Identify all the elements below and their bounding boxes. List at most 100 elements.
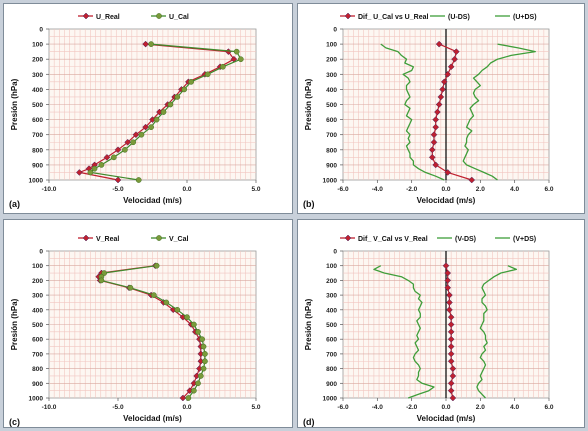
y-tick-label: 300	[32, 72, 43, 79]
y-tick-label: 500	[32, 322, 43, 329]
y-tick-label: 0	[333, 27, 337, 34]
data-point	[444, 70, 452, 78]
data-point	[148, 41, 154, 47]
data-point	[220, 63, 226, 70]
data-point	[435, 101, 443, 108]
y-tick-label: 600	[32, 337, 43, 344]
data-point	[174, 306, 181, 313]
x-tick-label: 6.0	[544, 186, 553, 193]
x-tick-label: 4.0	[510, 404, 519, 411]
y-tick-label: 100	[32, 263, 43, 270]
data-point	[344, 234, 352, 242]
y-tick-label: 400	[326, 307, 337, 314]
y-tick-label: 300	[326, 293, 337, 300]
y-tick-label: 600	[326, 117, 337, 124]
chart-c: 0 100 200 300 400 500 600 700 800 900 1000-10.0 -5.…	[9, 234, 261, 427]
data-point	[153, 116, 160, 123]
data-point	[153, 262, 160, 269]
data-point	[447, 63, 455, 71]
y-tick-label: 900	[32, 162, 43, 169]
series-line	[380, 43, 445, 181]
x-tick-label: -2.0	[406, 404, 418, 411]
data-point	[439, 86, 446, 93]
legend-label: Dif_ V_Cal vs V_Real	[358, 236, 428, 243]
data-point	[440, 78, 448, 86]
data-point	[199, 336, 206, 343]
panel-label: (b)	[303, 199, 315, 209]
y-tick-label: 1000	[29, 178, 44, 185]
data-point	[447, 321, 455, 328]
data-point	[434, 108, 441, 116]
y-tick-label: 100	[32, 42, 43, 49]
y-tick-label: 700	[326, 132, 337, 139]
data-point	[197, 373, 204, 379]
data-point	[114, 176, 122, 184]
data-point	[430, 138, 438, 146]
x-tick-label: 0.0	[182, 186, 191, 193]
data-point	[103, 153, 111, 161]
data-point	[432, 161, 440, 169]
y-axis-title: Presión (hPa)	[10, 298, 19, 350]
y-tick-label: 400	[326, 87, 337, 94]
panel-label: (a)	[9, 199, 20, 209]
y-tick-label: 700	[32, 351, 43, 358]
data-point	[432, 123, 440, 131]
legend-label: V_Cal	[169, 236, 189, 243]
y-tick-label: 600	[32, 117, 43, 124]
data-point	[432, 116, 440, 123]
x-tick-label: 5.0	[251, 404, 260, 411]
data-point	[449, 372, 457, 380]
data-point	[237, 56, 244, 63]
y-tick-label: 900	[326, 162, 337, 169]
data-point	[447, 379, 455, 387]
chart-a: 0 100 200 300 400 500 600 700 800 900 1000-10.0 -5.…	[9, 12, 261, 209]
y-tick-label: 300	[326, 72, 337, 79]
data-point	[449, 365, 457, 372]
data-point	[132, 131, 140, 139]
series-line	[476, 265, 518, 399]
x-axis-title: Velocidad (m/s)	[417, 414, 476, 423]
legend-label: Dif_ U_Cal vs U_Real	[358, 14, 428, 21]
x-tick-label: 0.0	[441, 186, 450, 193]
data-point	[447, 328, 455, 336]
data-point	[447, 350, 455, 358]
data-point	[195, 380, 201, 387]
data-point	[449, 394, 457, 402]
data-point	[160, 109, 167, 115]
y-tick-label: 1000	[323, 396, 338, 403]
y-axis-title: Presión (hPa)	[304, 298, 313, 350]
y-tick-label: 900	[326, 381, 337, 388]
x-tick-label: -6.0	[337, 186, 349, 193]
y-tick-label: 700	[32, 132, 43, 139]
y-tick-label: 200	[32, 278, 43, 285]
x-axis-title: Velocidad (m/s)	[123, 196, 182, 205]
data-point	[179, 394, 187, 402]
y-tick-label: 800	[326, 366, 337, 373]
y-tick-label: 500	[32, 102, 43, 109]
y-tick-label: 800	[326, 147, 337, 154]
data-point	[174, 94, 181, 100]
data-point	[122, 146, 128, 153]
x-tick-label: -10.0	[42, 404, 57, 411]
data-point	[446, 291, 453, 299]
data-point	[442, 262, 450, 270]
data-point	[82, 234, 90, 242]
data-point	[447, 357, 455, 365]
y-tick-label: 900	[32, 381, 43, 388]
data-point	[191, 387, 197, 394]
y-tick-label: 800	[32, 147, 43, 154]
data-point	[344, 12, 352, 20]
data-point	[444, 169, 452, 176]
y-tick-label: 200	[326, 278, 337, 285]
panel-b: 0 100 200 300 400 500 600 700 800 900 1000 -6.0 -4.0…	[297, 3, 585, 214]
data-point	[195, 329, 201, 335]
legend-label: V_Real	[96, 236, 119, 243]
data-point	[444, 269, 452, 277]
y-tick-label: 600	[326, 337, 337, 344]
y-tick-label: 100	[326, 263, 337, 270]
panel-label: (c)	[9, 417, 20, 427]
legend-label: (U-DS)	[448, 14, 470, 21]
data-point	[184, 314, 190, 321]
data-point	[111, 154, 117, 161]
data-point	[435, 40, 443, 48]
